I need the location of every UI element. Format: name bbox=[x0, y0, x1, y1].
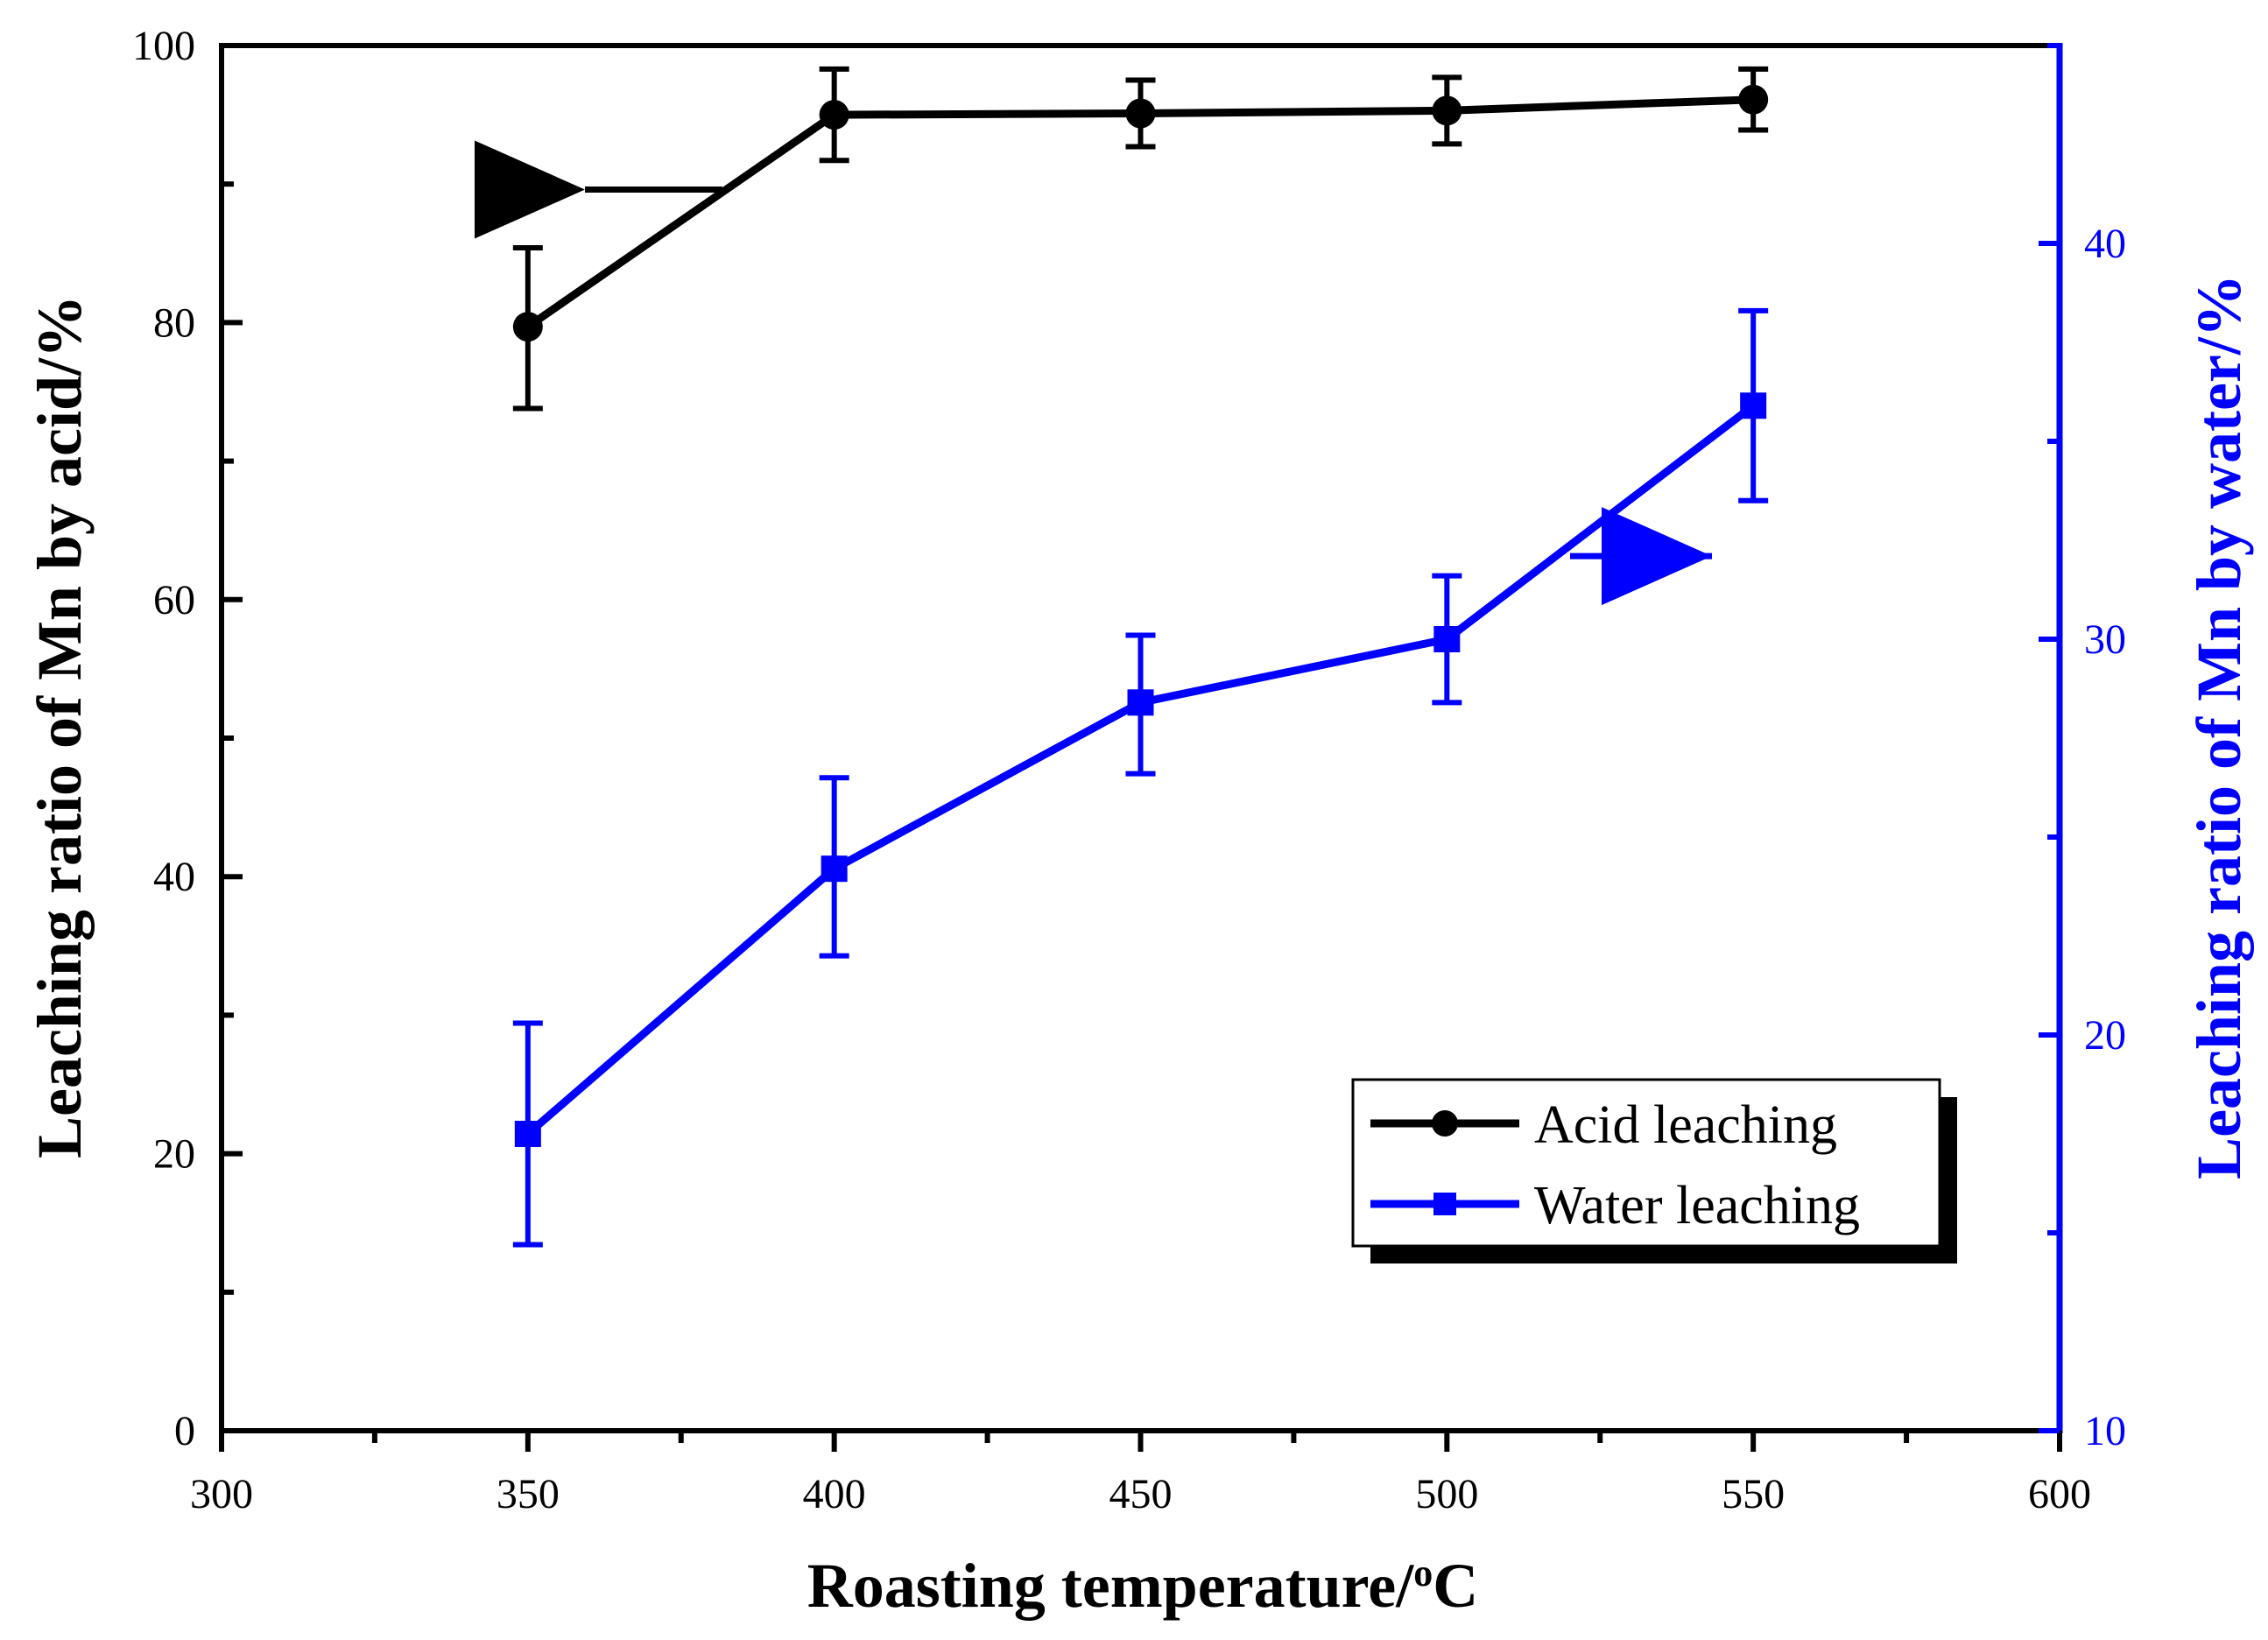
legend-box bbox=[1351, 1078, 1941, 1248]
x-tick-label: 300 bbox=[190, 1471, 253, 1517]
legend-acid-label: Acid leaching bbox=[1534, 1095, 1837, 1155]
legend-water-marker bbox=[1433, 1193, 1456, 1215]
acid-data-point bbox=[1738, 84, 1769, 115]
acid-data-point bbox=[1125, 98, 1156, 129]
x-tick-label: 500 bbox=[1415, 1471, 1478, 1517]
legend: Acid leaching Water leaching bbox=[1351, 1078, 1957, 1263]
water-data-point bbox=[821, 855, 848, 883]
acid-data-point bbox=[1432, 95, 1462, 126]
water-data-point bbox=[1740, 392, 1767, 419]
y-left-tick-label: 40 bbox=[153, 854, 195, 900]
x-tick-label: 450 bbox=[1109, 1471, 1173, 1517]
x-tick-label: 600 bbox=[2028, 1471, 2091, 1517]
y-right-tick-label: 30 bbox=[2084, 616, 2126, 663]
water-data-point bbox=[1433, 626, 1461, 652]
x-axis-title-main: Roasting temperature/ bbox=[807, 1551, 1415, 1621]
y-axis-right-title: Leaching ratio of Mn by water/% bbox=[2184, 274, 2254, 1179]
x-tick-label: 550 bbox=[1722, 1471, 1785, 1517]
acid-data-point bbox=[512, 312, 543, 342]
x-tick-label: 400 bbox=[803, 1471, 866, 1517]
y-left-tick-label: 60 bbox=[153, 577, 195, 623]
y-right-tick-label: 10 bbox=[2084, 1408, 2126, 1454]
legend-water-label: Water leaching bbox=[1534, 1176, 1860, 1235]
water-data-point bbox=[514, 1121, 541, 1147]
axes-ticks: 300 350 400 450 500 550 600 0 20 40 60 80 100 10 20 30 4… bbox=[132, 23, 2126, 1517]
x-axis-title-sup: o bbox=[1413, 1552, 1433, 1594]
x-axis-title: Roasting temperature/oC bbox=[807, 1551, 1479, 1621]
legend-acid-marker bbox=[1432, 1110, 1458, 1137]
y-right-tick-label: 20 bbox=[2084, 1012, 2126, 1059]
y-left-tick-label: 20 bbox=[153, 1131, 195, 1178]
x-axis-title-unit: C bbox=[1433, 1551, 1478, 1621]
water-data-point bbox=[1127, 689, 1154, 716]
y-left-tick-label: 0 bbox=[174, 1408, 195, 1454]
y-left-tick-label: 80 bbox=[153, 299, 195, 346]
plot-area bbox=[475, 66, 1769, 1248]
x-tick-label: 350 bbox=[497, 1471, 560, 1517]
y-axis-left-title: Leaching ratio of Mn by acid/% bbox=[25, 295, 95, 1158]
y-right-tick-label: 40 bbox=[2084, 221, 2126, 267]
acid-data-point bbox=[819, 100, 849, 130]
y-left-tick-label: 100 bbox=[132, 23, 195, 69]
